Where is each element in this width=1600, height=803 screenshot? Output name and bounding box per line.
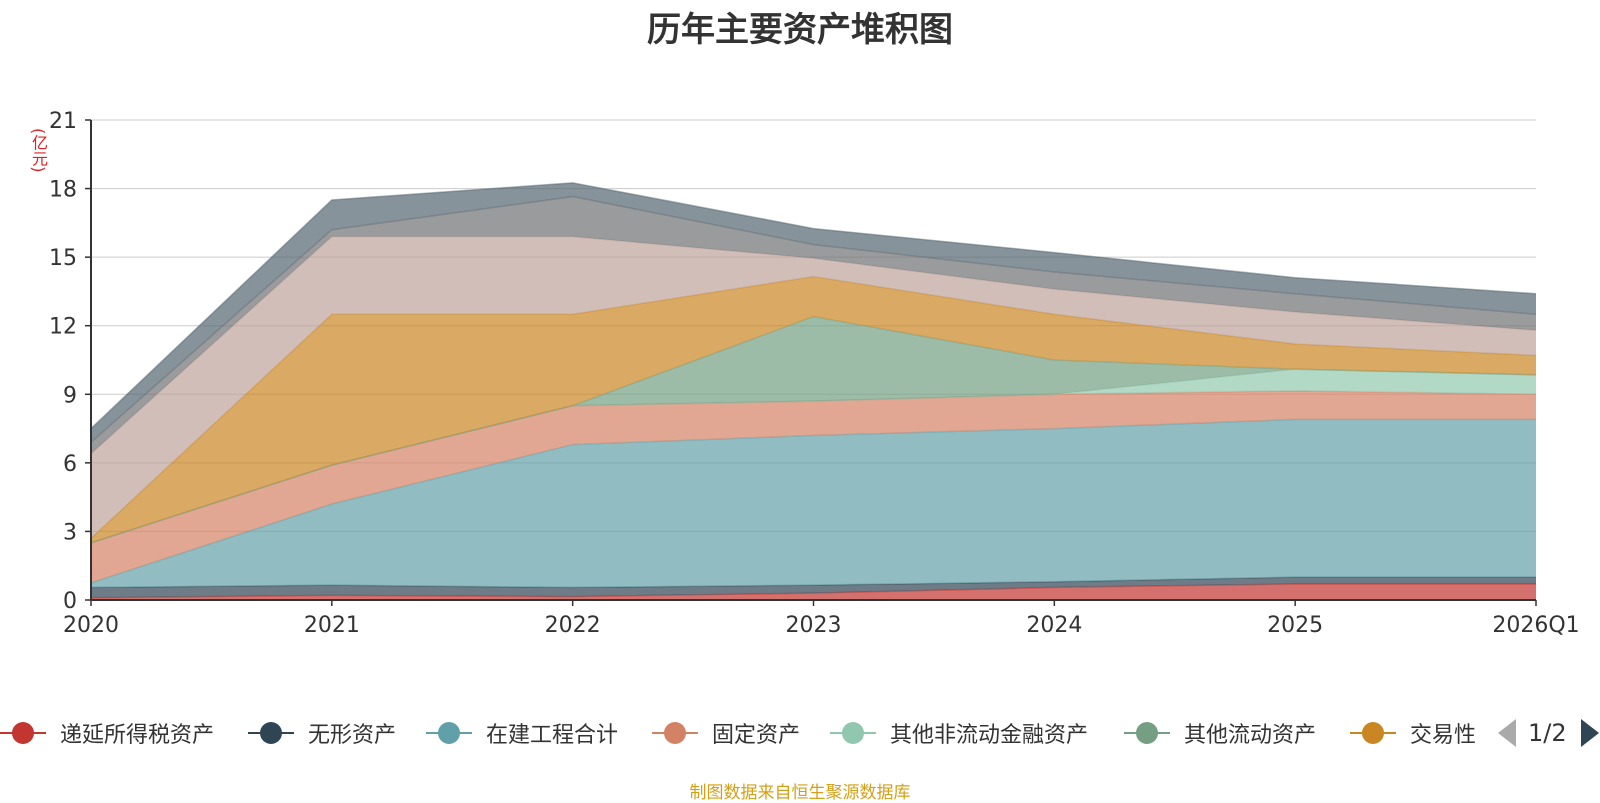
legend-dot [664, 722, 686, 744]
area-series-8 [91, 236, 1536, 539]
x-tick-label: 2024 [1026, 613, 1082, 638]
legend-item-construction[interactable]: 在建工程合计 [426, 713, 618, 753]
area-series-4 [91, 390, 1536, 583]
area-series-2 [91, 577, 1536, 598]
chart-title: 历年主要资产堆积图 [647, 10, 953, 50]
area-series-6 [91, 316, 1536, 543]
area-series-10 [91, 182, 1536, 443]
legend-item-deferred-tax[interactable]: 递延所得税资产 [0, 713, 214, 753]
legend-item-other-current[interactable]: 其他流动资产 [1124, 713, 1316, 753]
y-tick-label: 3 [63, 520, 77, 545]
x-tick-label: 2020 [63, 613, 119, 638]
legend-label: 无形资产 [308, 723, 397, 748]
x-tick-label: 2021 [304, 613, 360, 638]
data-source-note: 制图数据来自恒生聚源数据库 [689, 783, 911, 803]
legend: 递延所得税资产 无形资产 在建工程合计 固定资产 其他非流动金融资产 其他流动资… [0, 713, 1600, 753]
legend-dot [1362, 722, 1384, 744]
legend-item-other-noncurrent-financial[interactable]: 其他非流动金融资产 [830, 713, 1088, 753]
y-axis-unit-label: (亿元) [29, 127, 48, 173]
legend-swatch-icon [830, 721, 876, 745]
area-series-line-2 [90, 576, 1536, 589]
y-tick-label: 6 [63, 452, 77, 477]
legend-label: 在建工程合计 [486, 723, 619, 748]
legend-label: 其他流动资产 [1184, 723, 1317, 748]
area-series-9 [91, 196, 1536, 454]
y-tick-label: 12 [49, 315, 77, 340]
legend-dot [842, 722, 864, 744]
legend-label: 递延所得税资产 [60, 723, 215, 748]
legend-swatch-icon [652, 721, 698, 745]
legend-dot [12, 722, 34, 744]
legend-swatch-icon [0, 721, 46, 745]
y-tick-label: 18 [49, 178, 77, 203]
x-tick-label: 2022 [545, 613, 601, 638]
x-tick-label: 2023 [786, 613, 842, 638]
area-series-5 [91, 369, 1536, 543]
y-tick-label: 15 [49, 246, 77, 271]
legend-dot [438, 722, 460, 744]
legend-item-fixed-assets[interactable]: 固定资产 [652, 713, 800, 753]
legend-dot [260, 722, 282, 744]
x-tick-label: 2025 [1267, 613, 1323, 638]
legend-pager: 1/2 [1498, 713, 1599, 753]
legend-item-intangible[interactable]: 无形资产 [248, 713, 396, 753]
legend-swatch-icon [1350, 721, 1396, 745]
pager-page-text: 1/2 [1528, 719, 1567, 747]
legend-item-trading[interactable]: 交易性 [1350, 713, 1476, 753]
pager-prev-icon[interactable] [1498, 719, 1516, 747]
legend-label: 固定资产 [712, 723, 801, 748]
legend-swatch-icon [426, 721, 472, 745]
x-tick-label: 2026Q1 [1492, 613, 1579, 638]
y-tick-label: 21 [49, 109, 77, 134]
legend-label: 交易性 [1410, 723, 1477, 748]
axes: 0 3 6 9 12 15 18 21 2020 2021 2022 2023 2024 2025 2026… [49, 109, 1580, 638]
area-series-group [90, 182, 1537, 600]
area-series-7 [91, 276, 1536, 543]
legend-dot [1136, 722, 1158, 744]
y-tick-label: 0 [63, 589, 77, 614]
y-tick-label: 9 [63, 383, 77, 408]
legend-swatch-icon [1124, 721, 1170, 745]
legend-swatch-icon [248, 721, 294, 745]
area-series-3 [91, 419, 1536, 588]
pager-next-icon[interactable] [1580, 719, 1599, 747]
area-series-line-10 [90, 182, 1537, 430]
legend-label: 其他非流动金融资产 [890, 723, 1089, 748]
